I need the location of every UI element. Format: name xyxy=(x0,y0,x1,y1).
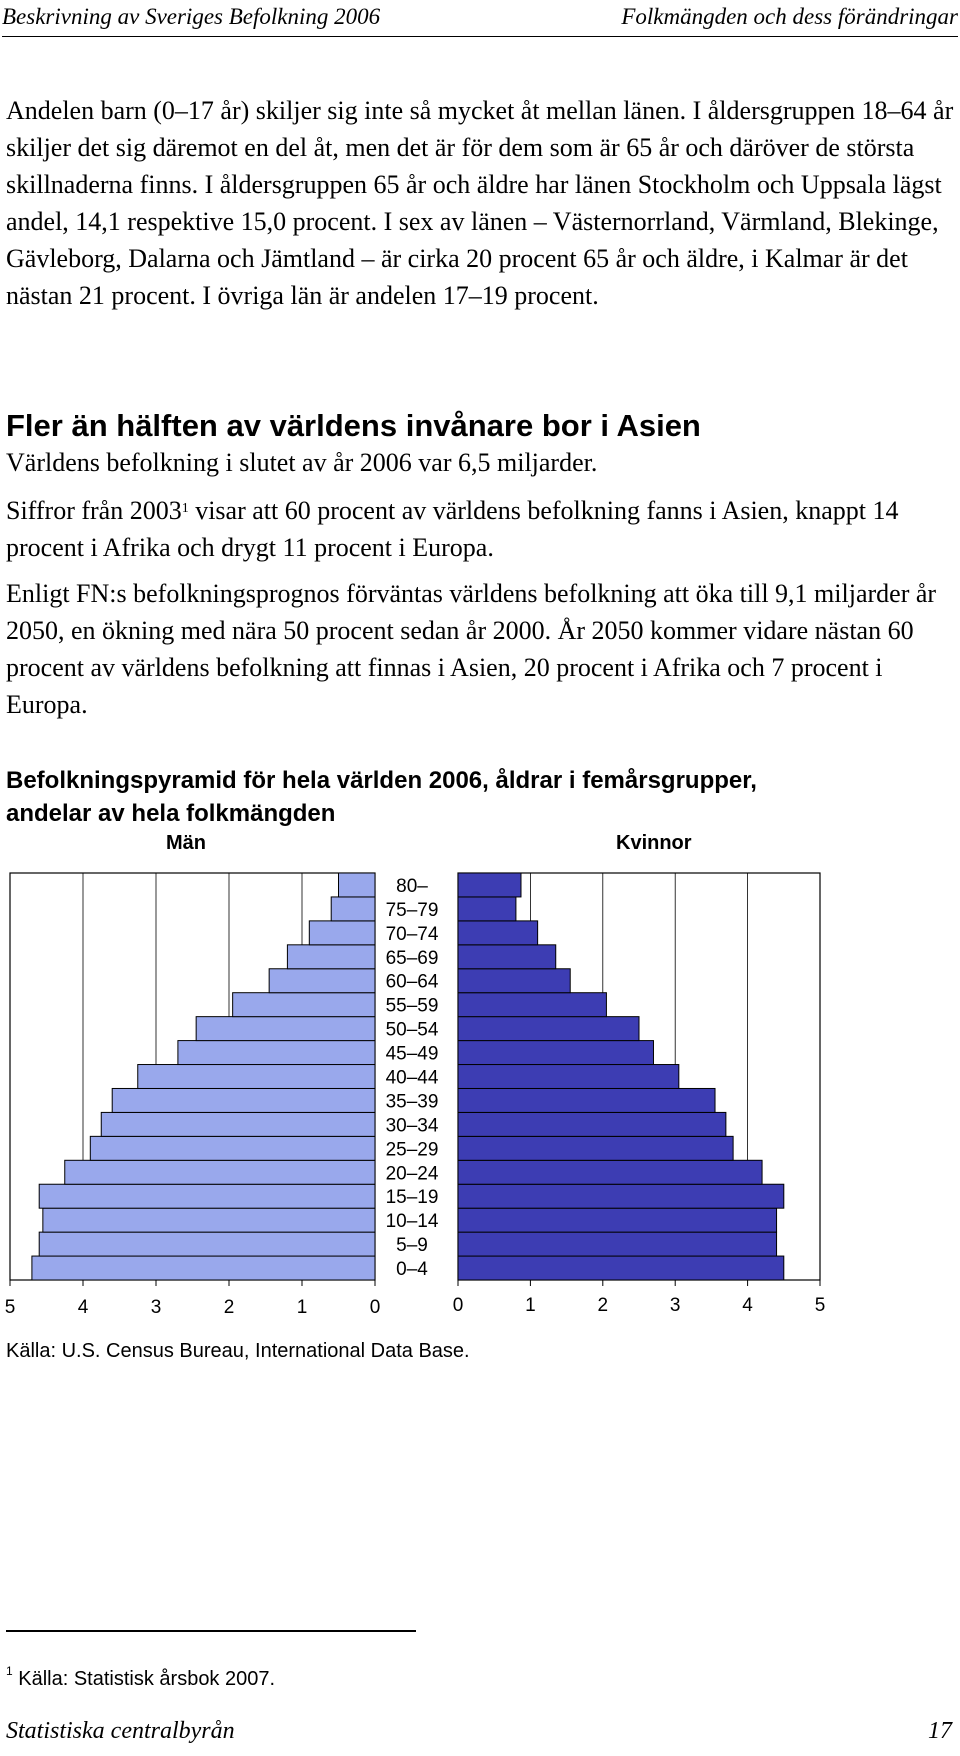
women-bar xyxy=(457,1255,785,1281)
age-group-label: 15–19 xyxy=(386,1187,439,1208)
women-bar xyxy=(457,992,607,1018)
section-heading: Fler än hälften av världens invånare bor… xyxy=(6,408,701,443)
men-bar xyxy=(31,1255,376,1281)
men-bar xyxy=(308,920,376,946)
paragraph-county-shares: Andelen barn (0–17 år) skiljer sig inte … xyxy=(6,96,954,310)
age-group-label: 75–79 xyxy=(386,900,439,921)
men-bar xyxy=(42,1207,376,1233)
women-bar xyxy=(457,1040,654,1066)
women-bar xyxy=(457,1207,778,1233)
page-footer: Statistiska centralbyrån 17 xyxy=(6,1718,952,1745)
men-bar xyxy=(286,944,376,970)
footnote: 1 Källa: Statistisk årsbok 2007. xyxy=(6,1664,276,1691)
men-bar xyxy=(330,896,376,922)
age-group-label: 25–29 xyxy=(386,1139,439,1160)
men-bar xyxy=(195,1016,376,1042)
age-group-label: 40–44 xyxy=(386,1068,439,1089)
men-axis-tick-label: 2 xyxy=(224,1297,235,1318)
women-bar xyxy=(457,1159,763,1185)
paragraph2-end: visar att 60 procent av världens befolkn… xyxy=(6,496,899,562)
women-bar xyxy=(457,920,539,946)
age-group-label: 0–4 xyxy=(396,1259,428,1280)
age-group-label: 70–74 xyxy=(386,924,439,945)
running-header: Beskrivning av Sveriges Befolkning 2006 … xyxy=(2,4,958,37)
chart-source: Källa: U.S. Census Bureau, International… xyxy=(6,1340,470,1362)
women-bar xyxy=(457,1016,640,1042)
paragraph2-start: Siffror från 2003 xyxy=(6,496,182,525)
women-axis-tick-label: 3 xyxy=(670,1295,681,1316)
paragraph-un-forecast: Enligt FN:s befolkningsprognos förväntas… xyxy=(6,579,937,719)
women-axis-tick-label: 0 xyxy=(453,1295,464,1316)
men-bar xyxy=(64,1159,376,1185)
age-group-label: 35–39 xyxy=(386,1091,439,1112)
age-group-label: 10–14 xyxy=(386,1211,439,1232)
women-axis-tick-label: 4 xyxy=(742,1295,753,1316)
women-axis-tick-label: 1 xyxy=(525,1295,536,1316)
men-bar xyxy=(268,968,376,994)
men-axis-tick-label: 0 xyxy=(370,1297,381,1318)
women-label: Kvinnor xyxy=(616,832,692,854)
age-group-label: 5–9 xyxy=(396,1235,428,1256)
lead-paragraph: Världens befolkning i slutet av år 2006 … xyxy=(6,448,598,477)
women-bar xyxy=(457,1135,734,1161)
men-bar xyxy=(111,1087,376,1113)
men-axis-tick-label: 5 xyxy=(5,1297,16,1318)
age-group-label: 50–54 xyxy=(386,1020,439,1041)
age-group-label: 55–59 xyxy=(386,996,439,1017)
age-group-label: 65–69 xyxy=(386,948,439,969)
chart-title: Befolkningspyramid för hela världen 2006… xyxy=(6,767,757,827)
women-axis-tick-label: 5 xyxy=(815,1295,826,1316)
page-number: 17 xyxy=(928,1718,952,1744)
women-bar xyxy=(457,1087,716,1113)
age-group-label: 45–49 xyxy=(386,1044,439,1065)
age-group-label: 20–24 xyxy=(386,1163,439,1184)
age-group-label: 60–64 xyxy=(386,972,439,993)
paragraph-2003-figures: Siffror från 20031 visar att 60 procent … xyxy=(6,492,956,566)
women-axis-tick-label: 2 xyxy=(598,1295,609,1316)
footnote-text: Källa: Statistisk årsbok 2007. xyxy=(12,1668,276,1690)
footnote-mark: 1 xyxy=(6,1664,13,1678)
men-bar xyxy=(232,992,376,1018)
footnote-reference: 1 xyxy=(181,501,189,516)
footer-left: Statistiska centralbyrån xyxy=(6,1718,235,1744)
men-bar xyxy=(177,1040,376,1066)
men-bar xyxy=(38,1183,376,1209)
men-axis-tick-label: 4 xyxy=(78,1297,89,1318)
women-bar xyxy=(457,896,517,922)
women-bar xyxy=(457,1111,727,1137)
women-bar xyxy=(457,968,571,994)
footnote-divider xyxy=(6,1630,416,1632)
women-bar xyxy=(457,1064,680,1089)
men-bar xyxy=(100,1111,376,1137)
men-bar xyxy=(89,1135,376,1161)
age-group-label: 30–34 xyxy=(386,1115,439,1136)
header-right: Folkmängden och dess förändringar xyxy=(621,4,958,29)
age-group-label: 80– xyxy=(396,876,428,897)
women-bar xyxy=(457,1231,778,1257)
men-label: Män xyxy=(166,832,206,854)
women-bar xyxy=(457,1183,785,1209)
women-bar xyxy=(457,872,522,898)
men-bar xyxy=(137,1064,376,1089)
header-left: Beskrivning av Sveriges Befolkning 2006 xyxy=(2,4,381,29)
men-bar xyxy=(338,872,376,898)
men-bar xyxy=(38,1231,376,1257)
men-axis-tick-label: 1 xyxy=(297,1297,308,1318)
population-pyramid-chart: 0–4 5–9 10–14 15–19 20–24 25–29 30–34 35–3940–4… xyxy=(5,872,826,1318)
women-bar xyxy=(457,944,557,970)
men-axis-tick-label: 3 xyxy=(151,1297,162,1318)
